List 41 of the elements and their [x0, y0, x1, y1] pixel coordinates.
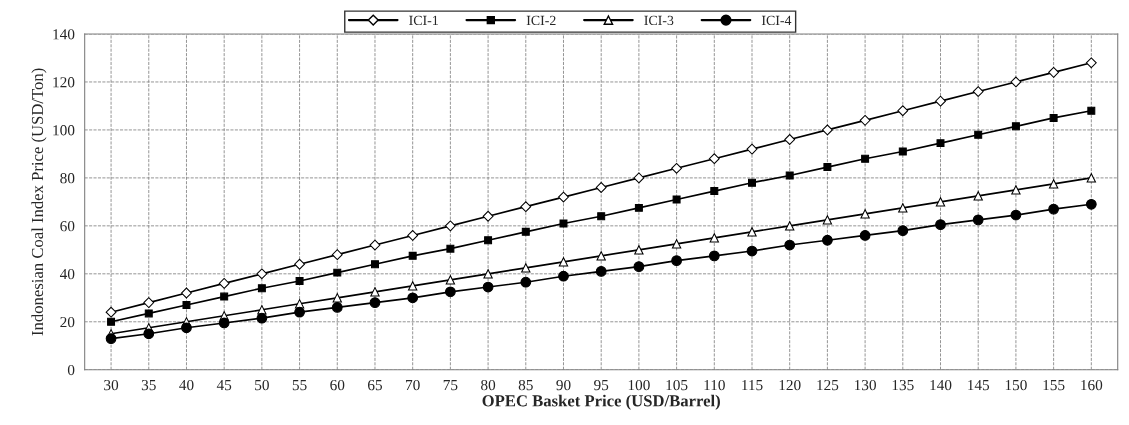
x-tick-label: 60: [330, 379, 345, 391]
x-axis-title: OPEC Basket Price (USD/Barrel): [482, 394, 720, 410]
x-tick-label: 135: [892, 379, 914, 391]
y-tick-label: 140: [53, 29, 75, 40]
legend-label: ICI-2: [526, 15, 556, 26]
x-tick-label: 65: [368, 379, 383, 391]
x-tick-label: 155: [1043, 379, 1065, 391]
x-tick-label: 105: [666, 379, 688, 391]
x-tick-label: 80: [481, 379, 496, 391]
x-tick-label: 35: [141, 379, 156, 391]
y-tick-label: 20: [60, 316, 75, 328]
x-tick-label: 110: [704, 379, 725, 391]
y-tick-label: 40: [59, 268, 75, 280]
x-tick-label: 145: [968, 379, 990, 391]
x-tick-label: 100: [628, 379, 650, 391]
x-tick-label: 85: [518, 379, 533, 391]
x-tick-label: 95: [594, 379, 609, 391]
y-tick-label: 100: [53, 125, 75, 136]
y-tick-label: 80: [60, 173, 75, 184]
x-tick-label: 50: [255, 379, 269, 391]
x-tick-label: 160: [1081, 379, 1103, 391]
y-tick-label: 120: [53, 77, 75, 88]
x-tick-label: 115: [742, 379, 763, 391]
x-tick-label: 120: [779, 379, 801, 391]
x-tick-label: 45: [216, 380, 232, 391]
x-tick-label: 70: [406, 379, 420, 391]
y-tick-label: 60: [60, 221, 75, 232]
x-tick-label: 40: [179, 379, 194, 391]
x-tick-label: 30: [104, 379, 119, 391]
legend-label: ICI-1: [409, 15, 438, 26]
x-tick-label: 90: [556, 379, 571, 391]
legend-label: ICI-3: [644, 15, 674, 26]
x-tick-label: 55: [292, 380, 307, 391]
y-tick-label: 0: [67, 364, 75, 376]
x-tick-label: 130: [854, 379, 876, 391]
legend-label: ICI-4: [761, 15, 792, 26]
x-tick-label: 140: [930, 379, 952, 391]
y-axis-title: Indonesian Coal Index Price (USD/Ton): [31, 68, 47, 336]
x-tick-label: 150: [1005, 379, 1027, 391]
x-tick-label: 75: [443, 380, 458, 391]
x-tick-label: 125: [817, 379, 839, 391]
